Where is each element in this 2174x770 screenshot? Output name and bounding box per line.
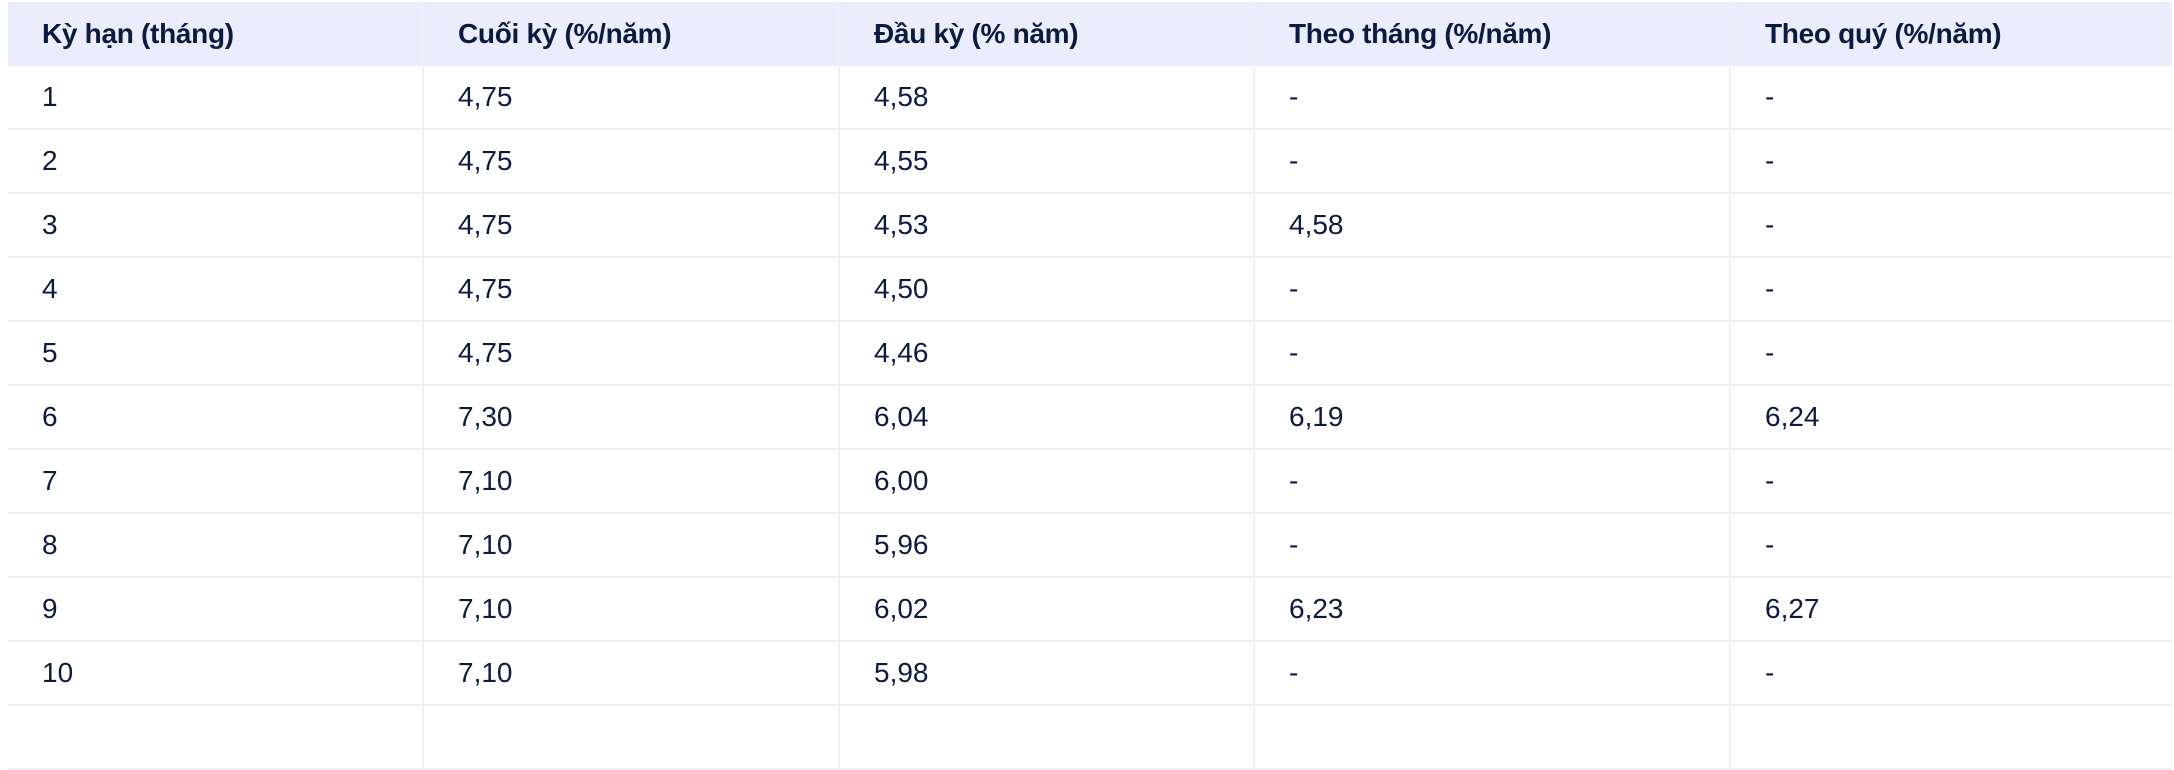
table-cell: 7,10 xyxy=(423,513,840,578)
table-cell: 6 xyxy=(8,385,424,450)
table-cell: 4,46 xyxy=(839,321,1255,386)
table-cell: 6,23 xyxy=(1254,577,1731,642)
table-cell: 4,75 xyxy=(423,129,840,194)
column-header: Cuối kỳ (%/năm) xyxy=(423,2,840,66)
table-cell: - xyxy=(1730,193,2172,258)
table-row: 4 4,75 4,50- - xyxy=(8,257,2172,322)
table-row: 2 4,75 4,55- - xyxy=(8,129,2172,194)
table-cell: 8 xyxy=(8,513,424,578)
column-header: Đầu kỳ (% năm) xyxy=(839,2,1255,66)
table-cell: 5,98 xyxy=(839,641,1255,706)
table-cell: 7,10 xyxy=(423,641,840,706)
table-cell: 4,75 xyxy=(423,193,840,258)
table-cell: 4,58 xyxy=(1254,193,1731,258)
table-row: 10 7,10 5,98- - xyxy=(8,641,2172,706)
table-cell: - xyxy=(1254,129,1731,194)
table-cell: 4,53 xyxy=(839,193,1255,258)
table-cell: 4,75 xyxy=(423,321,840,386)
table-cell: 7,10 xyxy=(423,449,840,514)
table-cell: 6,02 xyxy=(839,577,1255,642)
table-cell: - xyxy=(1254,641,1731,706)
table-row: 9 7,10 6,02 6,23 6,27 xyxy=(8,577,2172,642)
table-row: 6 7,30 6,04 6,19 6,24 xyxy=(8,385,2172,450)
table-cell: 4,55 xyxy=(839,129,1255,194)
table-cell: 10 xyxy=(8,641,424,706)
table-cell: 2 xyxy=(8,129,424,194)
table-cell: - xyxy=(1730,66,2172,130)
table-cell: - xyxy=(1730,449,2172,514)
table-cell: 4 xyxy=(8,257,424,322)
table-cell: - xyxy=(1730,129,2172,194)
table-cell xyxy=(1254,705,1731,770)
table-cell: 9 xyxy=(8,577,424,642)
column-header: Theo quý (%/năm) xyxy=(1730,2,2172,66)
column-header: Kỳ hạn (tháng) xyxy=(8,2,424,66)
table-cell: - xyxy=(1254,513,1731,578)
table-row xyxy=(8,705,2172,770)
table-cell xyxy=(8,705,424,770)
table-cell: - xyxy=(1730,257,2172,322)
table-body: 1 4,75 4,58- -2 4,75 4,55- -3 4,75 4,53 4,58-4 4,7… xyxy=(8,66,2172,770)
table-cell: 4,75 xyxy=(423,257,840,322)
table-cell: - xyxy=(1254,257,1731,322)
table-cell: 6,27 xyxy=(1730,577,2172,642)
table-cell: - xyxy=(1730,513,2172,578)
table-cell: 3 xyxy=(8,193,424,258)
table-cell: 7,30 xyxy=(423,385,840,450)
table-cell xyxy=(1730,705,2172,770)
table-cell: 6,04 xyxy=(839,385,1255,450)
table-cell: 1 xyxy=(8,66,424,130)
table-cell xyxy=(423,705,840,770)
table-row: 1 4,75 4,58- - xyxy=(8,66,2172,130)
table-cell: 5 xyxy=(8,321,424,386)
table-cell: - xyxy=(1254,449,1731,514)
table-cell: 4,50 xyxy=(839,257,1255,322)
table-row: 7 7,10 6,00- - xyxy=(8,449,2172,514)
table-cell: 4,75 xyxy=(423,66,840,130)
table-cell xyxy=(839,705,1255,770)
table-cell: 7,10 xyxy=(423,577,840,642)
column-header: Theo tháng (%/năm) xyxy=(1254,2,1731,66)
table-cell: - xyxy=(1730,321,2172,386)
table-cell: 6,19 xyxy=(1254,385,1731,450)
table-cell: 6,00 xyxy=(839,449,1255,514)
table-cell: - xyxy=(1730,641,2172,706)
table-header: Kỳ hạn (tháng) Cuối kỳ (%/năm) Đầu kỳ (% n… xyxy=(8,2,2172,66)
table-row: 3 4,75 4,53 4,58- xyxy=(8,193,2172,258)
table-cell: 5,96 xyxy=(839,513,1255,578)
table-cell: 4,58 xyxy=(839,66,1255,130)
table-cell: 7 xyxy=(8,449,424,514)
interest-rate-table: Kỳ hạn (tháng) Cuối kỳ (%/năm) Đầu kỳ (% n… xyxy=(8,2,2172,770)
table-row: 8 7,10 5,96- - xyxy=(8,513,2172,578)
table-row: 5 4,75 4,46- - xyxy=(8,321,2172,386)
table-cell: - xyxy=(1254,321,1731,386)
table-cell: 6,24 xyxy=(1730,385,2172,450)
table-cell: - xyxy=(1254,66,1731,130)
